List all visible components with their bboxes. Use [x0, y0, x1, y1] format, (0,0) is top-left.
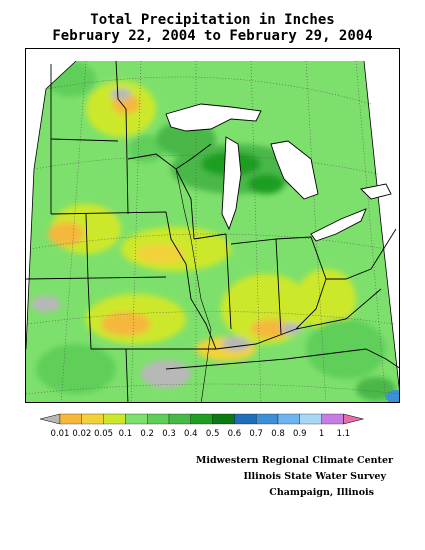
state-borders	[26, 60, 399, 402]
legend-label: 0.4	[184, 429, 198, 439]
legend-label: 0.05	[94, 429, 113, 439]
legend-label: 0.9	[293, 429, 307, 439]
legend-swatch	[256, 413, 279, 425]
legend-swatch	[277, 413, 300, 425]
legend-label: 0.7	[249, 429, 263, 439]
legend-svg: 0.01 0.02 0.05 0.1 0.2 0.3 0.4 0.5 0.6 0.7 0.8 0.9 1…	[39, 413, 364, 439]
credit-center: Midwestern Regional Climate Center	[195, 455, 393, 466]
legend-swatch	[168, 413, 191, 425]
legend-label: 0.2	[140, 429, 154, 439]
precipitation-map	[25, 48, 400, 403]
map-title-line1: Total Precipitation in Inches	[90, 12, 335, 28]
legend-swatch	[234, 413, 257, 425]
legend-label: 0.1	[119, 429, 133, 439]
legend-swatch	[212, 413, 235, 425]
legend-swatch	[103, 413, 126, 425]
legend-label: 1.1	[337, 429, 351, 439]
precipitation-legend: 0.01 0.02 0.05 0.1 0.2 0.3 0.4 0.5 0.6 0.7 0.8 0.9 1…	[38, 412, 388, 440]
lake-erie	[310, 208, 367, 242]
legend-arrow-high	[343, 413, 364, 425]
legend-swatch	[321, 413, 344, 425]
legend-swatch	[81, 413, 104, 425]
legend-label: 0.5	[206, 429, 220, 439]
lake-michigan	[221, 136, 242, 231]
legend-swatch	[190, 413, 213, 425]
map-svg	[26, 60, 399, 402]
legend-label: 0.02	[72, 429, 91, 439]
map-title-line2: February 22, 2004 to February 29, 2004	[52, 28, 373, 44]
legend-swatch	[59, 413, 82, 425]
legend-swatch	[299, 413, 322, 425]
legend-label: 0.8	[271, 429, 285, 439]
lake-superior	[165, 103, 262, 132]
legend-swatch	[125, 413, 148, 425]
mississippi-river	[175, 168, 212, 402]
credit-survey: Illinois State Water Survey	[243, 471, 386, 482]
legend-label: 0.6	[228, 429, 242, 439]
legend-label: 1	[319, 429, 324, 439]
great-lakes	[165, 103, 392, 242]
lake-huron	[270, 140, 319, 200]
lake-ontario	[360, 183, 392, 200]
legend-swatch	[147, 413, 170, 425]
credit-location: Champaign, Illinois	[269, 487, 374, 498]
legend-arrow-low	[39, 413, 61, 425]
legend-label: 0.3	[162, 429, 176, 439]
legend-label: 0.01	[51, 429, 70, 439]
